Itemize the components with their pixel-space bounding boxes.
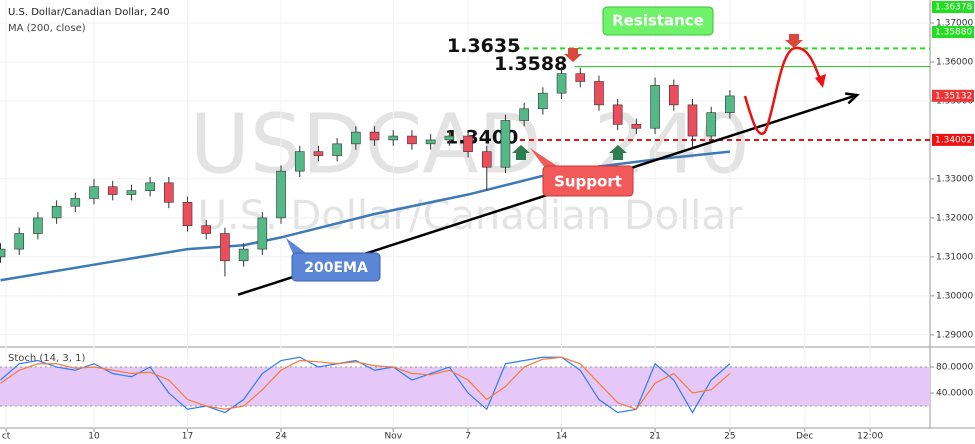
chart-title: U.S. Dollar/Canadian Dollar, 240 [8, 7, 170, 18]
chart-subtitle: MA (200, close) [8, 23, 86, 34]
candle-body [0, 248, 6, 258]
candle-body [687, 104, 698, 137]
x-tick-label: Nov [384, 432, 402, 442]
candle-body [238, 248, 249, 262]
candle-body [706, 112, 716, 137]
candle-body [51, 205, 62, 219]
candle-body [519, 108, 529, 121]
candle-body [182, 202, 193, 227]
candle-body [556, 73, 567, 94]
candle-body [425, 139, 436, 145]
candle-body [407, 135, 417, 145]
candle-body [369, 131, 380, 141]
candle-body [126, 190, 137, 195]
y-tick-label: 40.0000 [936, 389, 973, 399]
forecast-arrowhead [815, 74, 826, 88]
candle-body [276, 170, 286, 219]
candle-body [70, 198, 81, 207]
candle-body [725, 95, 735, 113]
candle-body [313, 151, 324, 156]
candle-body [201, 225, 212, 234]
stoch-title: Stoch (14, 3, 1) [8, 353, 85, 364]
y-tick-label: 1.30000 [936, 291, 973, 301]
x-tick-label: 10 [88, 432, 100, 442]
candle-body [538, 92, 548, 110]
candle-body [650, 85, 660, 129]
x-tick-label: 21 [649, 432, 660, 442]
x-tick-label: 14 [556, 432, 568, 442]
forecast-path [743, 46, 823, 135]
level-label: 1.3635 [447, 35, 520, 57]
resistance-label: Resistance [612, 12, 704, 30]
price-label: 1.34002 [935, 135, 972, 145]
x-tick-label: 24 [275, 432, 287, 442]
x-tick-label: 25 [724, 432, 735, 442]
y-tick-label: 1.29000 [936, 330, 973, 340]
price-label: 1.36378 [935, 3, 972, 13]
candle-body [444, 135, 455, 141]
resistance-box: Resistance [602, 6, 714, 36]
ema-pointer [286, 238, 310, 256]
candle-body [220, 233, 230, 262]
candle-body [351, 131, 361, 145]
candle-body [612, 104, 623, 125]
candle-body [294, 151, 305, 172]
price-label-box [932, 89, 974, 102]
y-tick-label: 1.31000 [936, 252, 973, 262]
candle-body [631, 124, 642, 129]
x-tick-label: 12:00 [857, 432, 883, 442]
candle-body [107, 186, 118, 195]
candle-body [481, 151, 492, 168]
y-tick-label: 1.32000 [936, 213, 973, 223]
ema-box: 200EMA [286, 238, 381, 282]
candle-body [257, 217, 268, 250]
candle-body [164, 182, 174, 203]
candle-body [575, 73, 586, 82]
candle-body [145, 182, 155, 191]
y-tick-label: 1.37000 [936, 19, 973, 29]
candle-body [33, 217, 43, 234]
price-label: 1.35132 [935, 91, 972, 101]
y-tick-label: 1.33000 [936, 174, 973, 184]
watermark-subtitle: U.S. Dollar/Canadian Dollar [198, 193, 743, 239]
trendline-arrowhead [845, 92, 860, 105]
candle-body [668, 85, 679, 106]
x-tick-label: 7 [465, 432, 471, 442]
price-label: 1.35880 [935, 28, 972, 38]
candle-body [500, 120, 511, 168]
ema-label: 200EMA [304, 260, 368, 276]
y-tick-label: 80.0000 [936, 363, 973, 373]
price-label-box [932, 26, 974, 38]
candle-body [594, 81, 604, 106]
ema-box-bg [291, 252, 381, 282]
support-label: Support [554, 173, 622, 191]
stoch-line [0, 356, 731, 414]
candle-body [388, 135, 399, 141]
candle-body [89, 186, 99, 199]
y-tick-label: 1.36000 [936, 57, 973, 67]
down-arrow [785, 34, 803, 48]
x-tick-label: 17 [182, 432, 193, 442]
price-label-box [932, 133, 974, 146]
x-tick-label: ct [2, 432, 11, 442]
up-arrow [512, 145, 530, 160]
support-pointer [530, 148, 560, 168]
candle-body [14, 233, 25, 250]
candle-body [463, 135, 473, 152]
level-label: 1.3588 [494, 53, 567, 75]
candle-body [332, 143, 342, 156]
resistance-box-bg [602, 6, 714, 36]
up-arrow [609, 145, 627, 160]
price-label-box [932, 1, 974, 13]
ma-line [0, 150, 731, 282]
support-box-bg [542, 165, 634, 197]
x-tick-label: Dec [796, 432, 813, 442]
down-arrow [564, 48, 582, 62]
stoch-line [0, 356, 731, 410]
support-box: Support [530, 148, 634, 197]
